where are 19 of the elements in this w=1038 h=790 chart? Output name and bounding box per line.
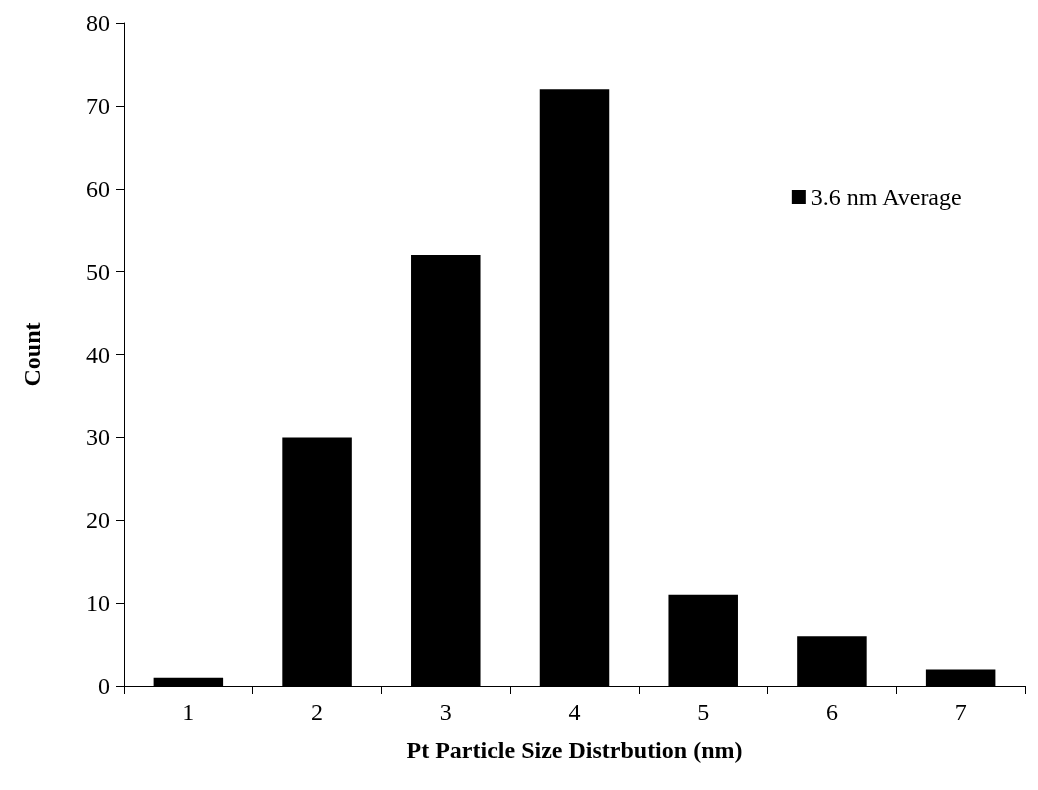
x-tick-label: 5 bbox=[697, 699, 710, 725]
y-tick-label: 0 bbox=[98, 673, 110, 699]
x-tick-label: 3 bbox=[439, 699, 452, 725]
y-tick-label: 80 bbox=[86, 10, 110, 36]
y-tick-label: 30 bbox=[86, 424, 110, 451]
x-tick-label: 7 bbox=[954, 699, 967, 725]
x-axis-title: Pt Particle Size Distrbution (nm) bbox=[406, 737, 743, 763]
x-tick-label: 4 bbox=[568, 699, 581, 725]
x-tick-label: 2 bbox=[311, 699, 324, 725]
y-tick-label: 60 bbox=[86, 175, 110, 202]
y-tick-label: 10 bbox=[86, 590, 110, 617]
x-tick-label: 6 bbox=[825, 699, 838, 725]
legend-label: 3.6 nm Average bbox=[810, 184, 962, 210]
y-tick-label: 70 bbox=[86, 92, 110, 119]
y-axis-title: Count bbox=[19, 322, 45, 387]
y-tick-label: 20 bbox=[86, 507, 110, 534]
y-tick-label: 40 bbox=[86, 341, 110, 368]
x-tick-label: 1 bbox=[182, 699, 195, 725]
y-tick-label: 50 bbox=[86, 258, 110, 285]
